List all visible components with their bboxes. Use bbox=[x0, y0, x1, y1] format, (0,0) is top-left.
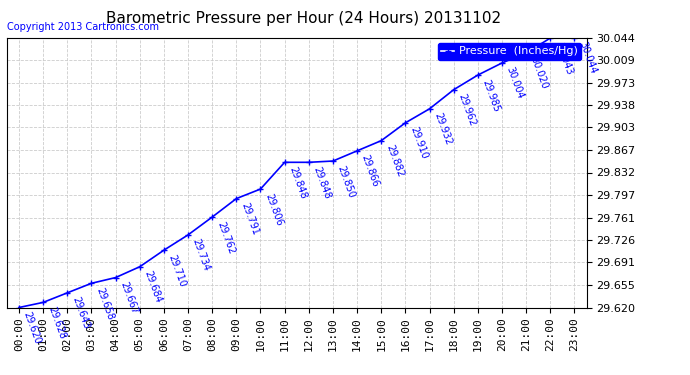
Text: 29.932: 29.932 bbox=[433, 112, 453, 147]
Pressure  (Inches/Hg) bbox=[63, 291, 72, 295]
Text: 30.020: 30.020 bbox=[529, 56, 550, 91]
Text: 29.850: 29.850 bbox=[336, 164, 357, 199]
Pressure  (Inches/Hg) bbox=[208, 215, 217, 219]
Pressure  (Inches/Hg) bbox=[498, 61, 506, 65]
Text: 29.806: 29.806 bbox=[264, 192, 284, 227]
Pressure  (Inches/Hg) bbox=[257, 187, 265, 191]
Pressure  (Inches/Hg) bbox=[425, 106, 433, 111]
Text: 29.848: 29.848 bbox=[288, 165, 308, 200]
Pressure  (Inches/Hg) bbox=[329, 159, 337, 163]
Pressure  (Inches/Hg) bbox=[377, 138, 385, 143]
Text: 29.643: 29.643 bbox=[70, 296, 91, 331]
Text: 30.043: 30.043 bbox=[553, 41, 574, 76]
Text: 29.620: 29.620 bbox=[22, 310, 43, 345]
Pressure  (Inches/Hg) bbox=[135, 264, 144, 269]
Pressure  (Inches/Hg) bbox=[15, 305, 23, 310]
Text: 29.985: 29.985 bbox=[481, 78, 502, 113]
Pressure  (Inches/Hg) bbox=[280, 160, 288, 165]
Text: 29.762: 29.762 bbox=[215, 220, 236, 255]
Pressure  (Inches/Hg) bbox=[522, 51, 530, 55]
Pressure  (Inches/Hg) bbox=[570, 35, 578, 40]
Text: 29.734: 29.734 bbox=[191, 238, 212, 273]
Text: 29.710: 29.710 bbox=[167, 253, 188, 288]
Text: Barometric Pressure per Hour (24 Hours) 20131102: Barometric Pressure per Hour (24 Hours) … bbox=[106, 11, 501, 26]
Text: 29.684: 29.684 bbox=[143, 270, 164, 304]
Legend: Pressure  (Inches/Hg): Pressure (Inches/Hg) bbox=[437, 43, 581, 60]
Text: 29.658: 29.658 bbox=[95, 286, 115, 321]
Text: 29.791: 29.791 bbox=[239, 201, 260, 237]
Pressure  (Inches/Hg) bbox=[232, 196, 240, 201]
Text: 30.044: 30.044 bbox=[578, 40, 598, 75]
Text: 29.667: 29.667 bbox=[119, 280, 139, 316]
Pressure  (Inches/Hg) bbox=[304, 160, 313, 165]
Text: 29.848: 29.848 bbox=[312, 165, 333, 200]
Pressure  (Inches/Hg) bbox=[184, 232, 192, 237]
Pressure  (Inches/Hg) bbox=[450, 87, 458, 92]
Pressure  (Inches/Hg) bbox=[159, 248, 168, 252]
Text: 29.628: 29.628 bbox=[46, 305, 67, 340]
Pressure  (Inches/Hg) bbox=[39, 300, 47, 304]
Pressure  (Inches/Hg) bbox=[111, 275, 120, 280]
Text: Copyright 2013 Cartronics.com: Copyright 2013 Cartronics.com bbox=[7, 22, 159, 32]
Text: 30.004: 30.004 bbox=[505, 66, 526, 101]
Pressure  (Inches/Hg) bbox=[87, 281, 95, 285]
Text: 29.910: 29.910 bbox=[408, 126, 429, 161]
Pressure  (Inches/Hg) bbox=[353, 148, 362, 153]
Text: 29.866: 29.866 bbox=[360, 154, 381, 189]
Pressure  (Inches/Hg) bbox=[402, 121, 410, 125]
Line: Pressure  (Inches/Hg): Pressure (Inches/Hg) bbox=[16, 35, 578, 310]
Pressure  (Inches/Hg) bbox=[473, 73, 482, 77]
Text: 29.962: 29.962 bbox=[457, 93, 477, 128]
Pressure  (Inches/Hg) bbox=[546, 36, 555, 40]
Text: 29.882: 29.882 bbox=[384, 144, 405, 179]
